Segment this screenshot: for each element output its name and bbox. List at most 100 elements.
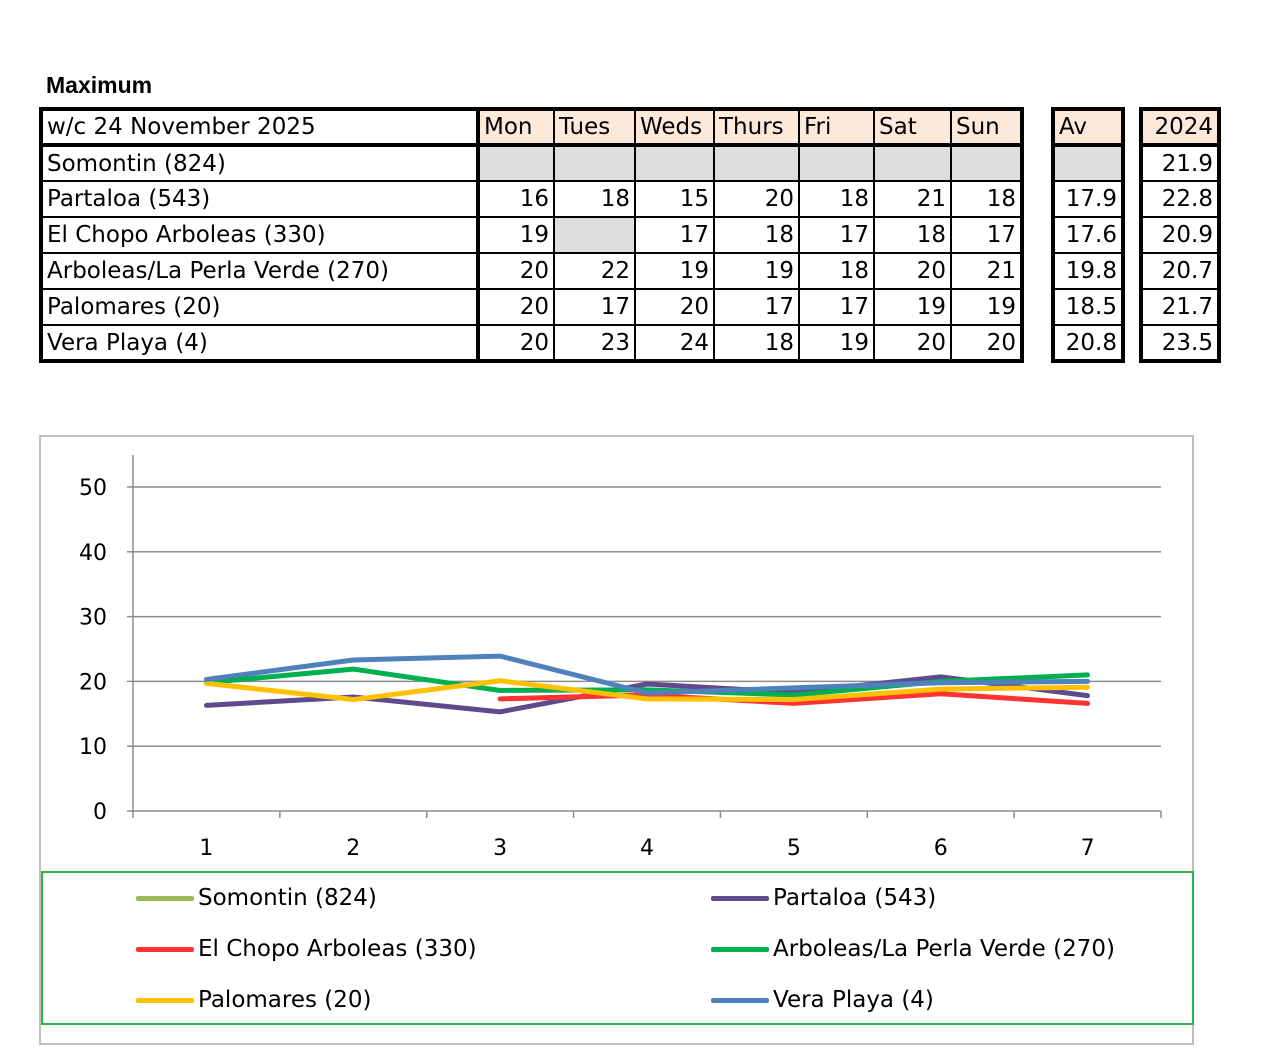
temp-cell: 19 [713, 252, 800, 290]
x-tick-label: 7 [1081, 836, 1095, 861]
x-tick-label: 2 [346, 836, 360, 861]
temp-cell: 21 [873, 180, 952, 218]
day-header: Tues [553, 108, 636, 147]
temp-cell: 19 [873, 288, 952, 326]
average-cell: 20.8 [1052, 324, 1124, 362]
day-header: Fri [798, 108, 875, 147]
temp-cell: 20 [873, 324, 952, 362]
temp-cell: 20 [477, 324, 555, 362]
site-name: Arboleas/La Perla Verde (270) [40, 252, 480, 290]
series-line [203, 678, 1091, 703]
y-tick-label: 30 [79, 606, 107, 631]
legend-label: El Chopo Arboleas (330) [198, 936, 477, 962]
table-row: El Chopo Arboleas (330) 19 17 18 17 18 17 [40, 216, 1023, 254]
temp-cell: 20 [634, 288, 715, 326]
temp-cell: 19 [798, 324, 875, 362]
table-row: Somontin (824) [40, 144, 1023, 182]
legend-label: Somontin (824) [198, 885, 377, 911]
temp-cell: 20 [477, 252, 555, 290]
day-header: Mon [477, 108, 555, 147]
series-line [203, 653, 1091, 696]
temp-cell: 18 [798, 252, 875, 290]
legend-item: Vera Playa (4) [711, 985, 934, 1015]
page-heading: Maximum [46, 72, 153, 98]
legend-label: Arboleas/La Perla Verde (270) [773, 936, 1115, 962]
x-tick-label: 5 [787, 836, 801, 861]
temp-cell: 20 [950, 324, 1023, 362]
prev-year-header: 2024 [1140, 108, 1220, 147]
week-label: w/c 24 November 2025 [40, 108, 480, 147]
table-header-row: w/c 24 November 2025 Mon Tues Weds Thurs Fri S… [40, 108, 1023, 147]
temp-cell [873, 144, 952, 182]
prev-year-table: 2024 21.9 22.8 20.9 20.7 21.7 23.5 [1139, 107, 1221, 363]
y-tick-label: 50 [79, 476, 107, 501]
prev-year-cell: 22.8 [1140, 180, 1220, 218]
temp-cell: 20 [477, 288, 555, 326]
series-line [203, 674, 1091, 715]
prev-year-cell: 21.7 [1140, 288, 1220, 326]
average-cell: 17.6 [1052, 216, 1124, 254]
temp-cell: 22 [553, 252, 636, 290]
average-cell [1052, 144, 1124, 182]
average-table: Av 17.9 17.6 19.8 18.5 20.8 [1051, 107, 1125, 363]
legend-swatch [136, 947, 194, 952]
legend-item: Arboleas/La Perla Verde (270) [711, 934, 1115, 964]
temp-cell [634, 144, 715, 182]
temp-cell: 24 [634, 324, 715, 362]
site-name: Vera Playa (4) [40, 324, 480, 362]
legend-label: Vera Playa (4) [773, 987, 934, 1013]
y-tick-label: 40 [79, 541, 107, 566]
prev-year-cell: 20.9 [1140, 216, 1220, 254]
temp-cell: 17 [713, 288, 800, 326]
y-tick-label: 20 [79, 670, 107, 695]
temp-cell: 16 [477, 180, 555, 218]
site-name: Palomares (20) [40, 288, 480, 326]
prev-year-cell: 21.9 [1140, 144, 1220, 182]
temp-cell [553, 216, 636, 254]
temp-cell [713, 144, 800, 182]
x-tick-label: 1 [199, 836, 213, 861]
temp-cell: 19 [634, 252, 715, 290]
legend-swatch [711, 947, 769, 952]
temp-cell: 17 [950, 216, 1023, 254]
temp-cell [798, 144, 875, 182]
temp-cell: 20 [713, 180, 800, 218]
legend-label: Palomares (20) [198, 987, 372, 1013]
average-cell: 18.5 [1052, 288, 1124, 326]
day-header: Thurs [713, 108, 800, 147]
day-header: Sat [873, 108, 952, 147]
legend-item: Partaloa (543) [711, 883, 936, 913]
temp-cell: 17 [553, 288, 636, 326]
legend-swatch [136, 998, 194, 1003]
table-row: Vera Playa (4) 20 23 24 18 19 20 20 [40, 324, 1023, 362]
average-cell: 19.8 [1052, 252, 1124, 290]
average-header: Av [1052, 108, 1124, 147]
temp-cell: 15 [634, 180, 715, 218]
temp-cell: 18 [950, 180, 1023, 218]
y-tick-label: 0 [93, 800, 107, 825]
temp-cell: 17 [798, 288, 875, 326]
legend-swatch [711, 896, 769, 901]
temp-cell: 18 [713, 216, 800, 254]
temp-cell [553, 144, 636, 182]
temp-cell: 17 [798, 216, 875, 254]
table-row: Arboleas/La Perla Verde (270) 20 22 19 19 18 2… [40, 252, 1023, 290]
legend-item: El Chopo Arboleas (330) [136, 934, 477, 964]
legend-item: Palomares (20) [136, 985, 372, 1015]
temp-cell: 18 [713, 324, 800, 362]
day-header: Weds [634, 108, 715, 147]
legend-item: Somontin (824) [136, 883, 377, 913]
x-tick-label: 3 [493, 836, 507, 861]
site-name: El Chopo Arboleas (330) [40, 216, 480, 254]
day-header: Sun [950, 108, 1023, 147]
temp-cell [477, 144, 555, 182]
prev-year-cell: 23.5 [1140, 324, 1220, 362]
temp-cell: 18 [798, 180, 875, 218]
average-cell: 17.9 [1052, 180, 1124, 218]
chart-area: 0 10 20 30 40 50 1 2 3 4 5 6 7 [39, 435, 1194, 1045]
legend-swatch [136, 896, 194, 901]
legend-label: Partaloa (543) [773, 885, 937, 911]
y-tick-label: 10 [79, 735, 107, 760]
chart-legend: Somontin (824) Partaloa (543) El Chopo Arb… [41, 871, 1194, 1025]
temp-cell: 18 [873, 216, 952, 254]
